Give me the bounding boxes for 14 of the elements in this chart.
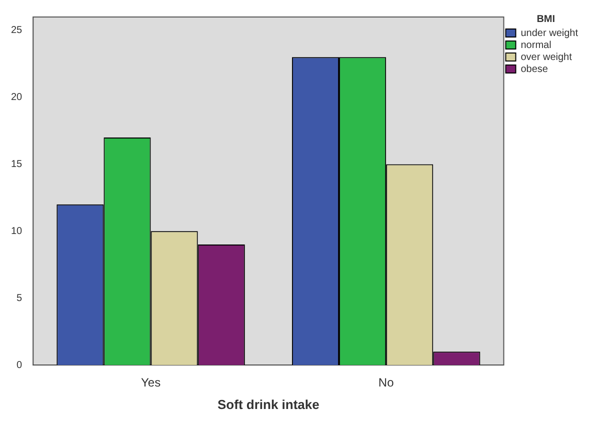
y-tick-label: 0 [16,360,23,371]
legend-label: normal [520,40,552,51]
legend-title: BMI [536,14,556,25]
legend-label: under weight [520,28,578,39]
y-tick-label: 15 [11,158,23,170]
x-tick-label: No [378,376,394,390]
legend-label: obese [520,64,548,75]
y-tick-label: 20 [11,92,23,104]
y-tick-label: 10 [11,226,23,237]
legend-label: over weight [520,52,572,63]
y-tick-label: 5 [16,292,23,304]
x-axis-title: Soft drink intake [218,396,320,412]
y-tick-label: 25 [11,25,23,36]
x-tick-label: Yes [140,376,161,390]
